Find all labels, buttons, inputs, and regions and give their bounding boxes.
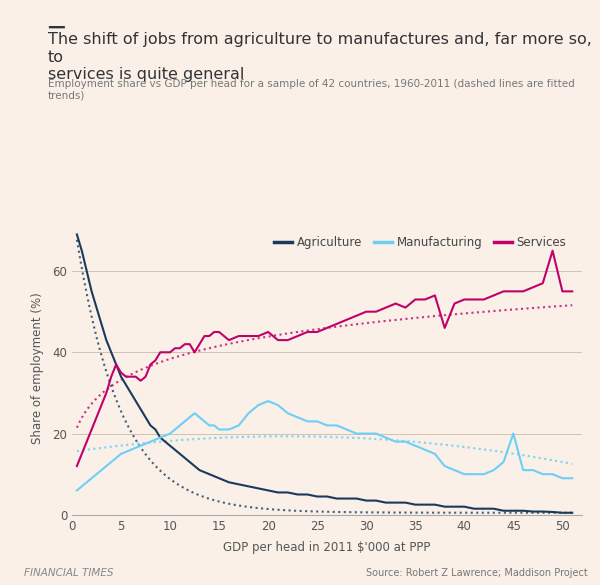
X-axis label: GDP per head in 2011 $'000 at PPP: GDP per head in 2011 $'000 at PPP — [223, 541, 431, 554]
Text: FINANCIAL TIMES: FINANCIAL TIMES — [24, 568, 113, 578]
Legend: Agriculture, Manufacturing, Services: Agriculture, Manufacturing, Services — [270, 231, 571, 253]
Y-axis label: Share of employment (%): Share of employment (%) — [31, 292, 44, 445]
Text: The shift of jobs from agriculture to manufactures and, far more so, to
services: The shift of jobs from agriculture to ma… — [48, 32, 592, 82]
Text: Source: Robert Z Lawrence; Maddison Project: Source: Robert Z Lawrence; Maddison Proj… — [366, 568, 588, 578]
Text: Employment share vs GDP per head for a sample of 42 countries, 1960-2011 (dashed: Employment share vs GDP per head for a s… — [48, 79, 575, 101]
Text: ━━: ━━ — [48, 20, 65, 35]
